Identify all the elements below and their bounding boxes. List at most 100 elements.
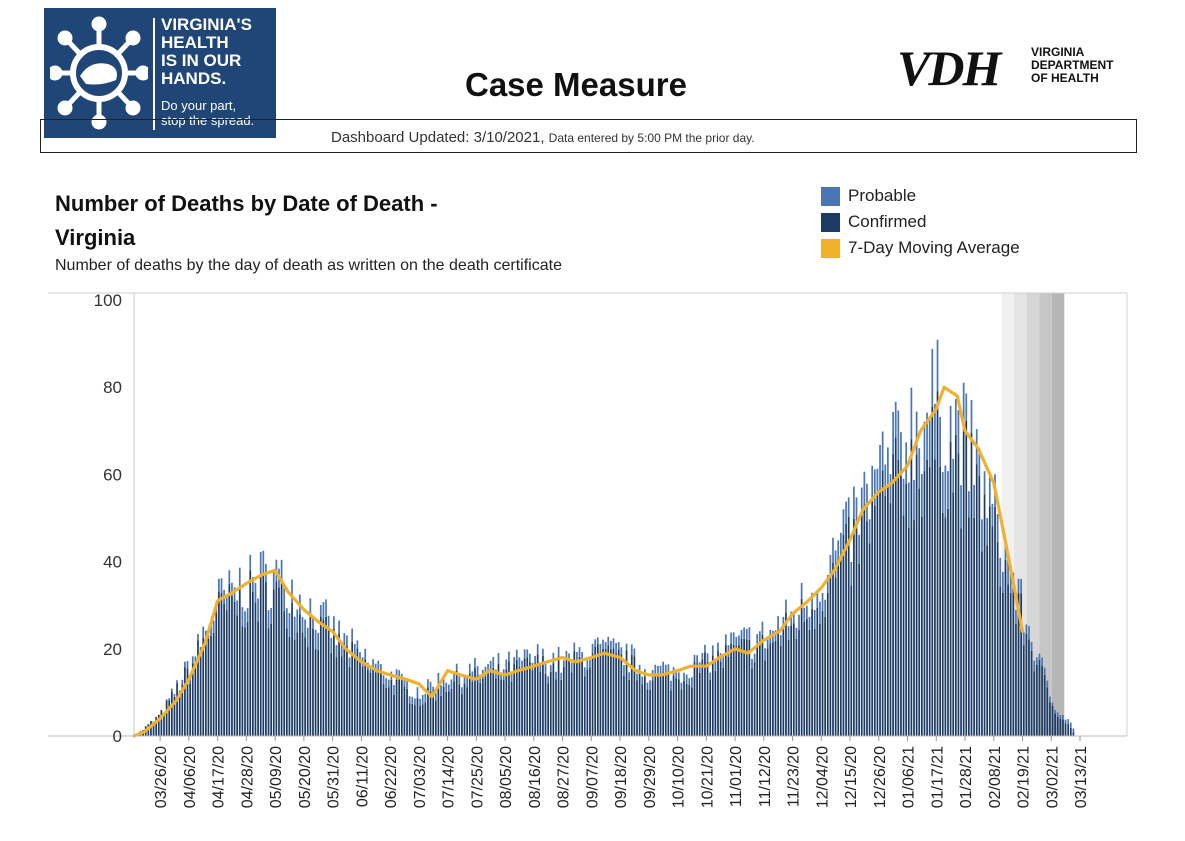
x-tick-label: 07/14/20 <box>441 746 458 808</box>
probable-bar <box>711 645 714 656</box>
confirmed-bar <box>680 689 683 736</box>
confirmed-bar <box>641 684 644 736</box>
probable-bar <box>267 610 270 629</box>
probable-bar <box>1072 728 1075 733</box>
probable-bar <box>907 482 910 528</box>
probable-bar <box>487 664 489 674</box>
probable-bar <box>539 662 542 673</box>
confirmed-bar <box>693 661 696 736</box>
confirmed-bar <box>785 612 787 736</box>
confirmed-bar <box>860 512 863 736</box>
confirmed-bar <box>296 632 299 736</box>
probable-bar <box>738 635 740 645</box>
probable-bar <box>931 348 934 407</box>
probable-bar <box>800 582 803 599</box>
probable-bar <box>649 680 651 690</box>
probable-bar <box>591 643 594 654</box>
probable-bar <box>826 575 829 593</box>
probable-bar <box>333 616 335 629</box>
probable-bar <box>607 636 610 646</box>
x-tick-label: 08/27/20 <box>556 746 573 808</box>
confirmed-bar <box>873 505 876 736</box>
probable-bar <box>382 675 385 685</box>
probable-bar <box>599 643 602 653</box>
confirmed-bar <box>189 683 191 736</box>
probable-bar <box>458 676 461 685</box>
legend-item-probable[interactable]: Probable <box>821 183 1020 209</box>
confirmed-bar <box>612 648 615 736</box>
confirmed-bar <box>288 636 291 736</box>
probable-bar <box>988 476 991 507</box>
confirmed-bar <box>270 623 273 736</box>
confirmed-bar <box>291 603 293 736</box>
confirmed-bar <box>508 661 510 736</box>
confirmed-bar <box>301 632 304 736</box>
confirmed-bar <box>954 434 957 736</box>
confirmed-bar <box>463 683 466 736</box>
confirmed-bar <box>474 668 476 736</box>
probable-bar <box>581 652 583 660</box>
confirmed-bar <box>887 485 889 736</box>
confirmed-bar <box>1025 633 1028 736</box>
legend-item-confirmed[interactable]: Confirmed <box>821 209 1020 235</box>
confirmed-bar <box>806 618 808 736</box>
confirmed-bar <box>706 661 709 736</box>
confirmed-bar <box>241 626 244 736</box>
probable-bar <box>534 655 536 664</box>
probable-bar <box>306 627 309 648</box>
confirmed-bar <box>184 667 186 736</box>
probable-bar <box>1069 722 1072 728</box>
probable-bar <box>732 632 735 645</box>
confirmed-bar <box>845 523 847 736</box>
probable-bar <box>562 660 565 667</box>
confirmed-bar <box>691 687 693 736</box>
confirmed-bar <box>727 656 730 736</box>
probable-bar <box>508 651 510 662</box>
probable-bar <box>926 412 928 461</box>
confirmed-bar <box>220 592 223 736</box>
confirmed-bar <box>787 639 790 736</box>
confirmed-bar <box>534 663 536 736</box>
confirmed-bar <box>863 504 866 736</box>
probable-bar <box>377 660 380 669</box>
probable-bar <box>594 639 597 647</box>
confirmed-bar <box>866 521 868 736</box>
probable-bar <box>1043 667 1046 675</box>
x-tick-label: 03/02/21 <box>1044 746 1061 808</box>
confirmed-bar <box>280 578 283 736</box>
probable-bar <box>476 666 479 676</box>
confirmed-bar <box>829 577 832 736</box>
incomplete-data-band <box>1039 293 1052 736</box>
confirmed-bar <box>732 644 735 736</box>
probable-bar <box>453 672 455 682</box>
confirmed-bar <box>808 629 811 736</box>
legend-item-moving-average[interactable]: 7-Day Moving Average <box>821 235 1020 261</box>
probable-bar <box>170 688 173 692</box>
confirmed-bar <box>542 655 544 736</box>
probable-bar <box>536 644 539 655</box>
confirmed-bar <box>552 663 555 736</box>
confirmed-bar <box>1041 665 1043 736</box>
confirmed-bar <box>761 634 764 736</box>
confirmed-bar <box>991 526 994 736</box>
probable-bar <box>766 637 769 649</box>
probable-bar <box>646 682 649 690</box>
probable-bar <box>578 647 581 657</box>
confirmed-bar <box>855 525 858 736</box>
probable-bar <box>547 676 550 684</box>
probable-bar <box>596 637 599 645</box>
confirmed-bar <box>170 691 173 736</box>
confirmed-bar <box>683 680 685 736</box>
probable-bar <box>981 519 983 552</box>
confirmed-bar <box>267 628 270 736</box>
dashboard-updated-bar: Dashboard Updated: 3/10/2021, Data enter… <box>40 119 1137 153</box>
probable-bar <box>291 579 293 604</box>
confirmed-bar <box>254 602 257 736</box>
confirmed-bar <box>847 516 850 736</box>
probable-bar <box>437 672 440 684</box>
probable-bar <box>1046 680 1049 688</box>
confirmed-bar <box>366 669 369 736</box>
confirmed-bar <box>364 659 367 736</box>
confirmed-bar <box>779 645 782 736</box>
probable-bar <box>555 671 557 680</box>
